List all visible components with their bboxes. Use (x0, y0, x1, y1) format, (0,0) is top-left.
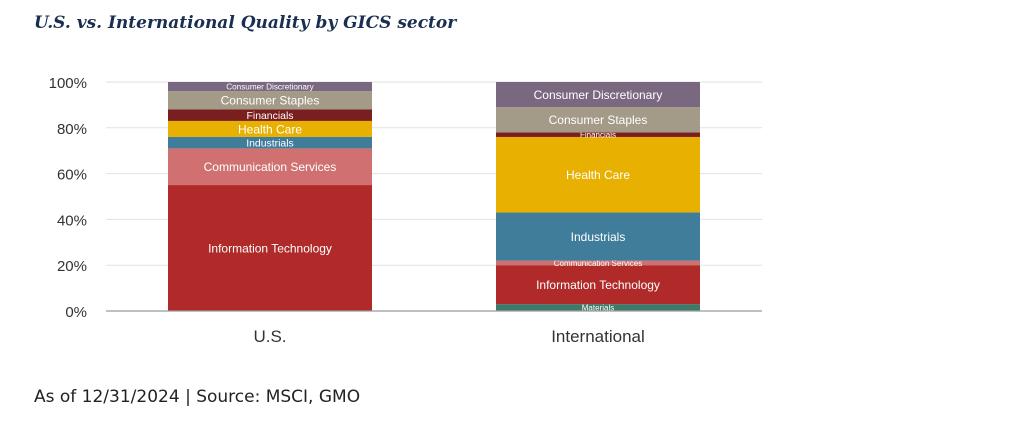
bar-segment (168, 109, 372, 121)
x-category-label: U.S. (253, 327, 286, 346)
segment-label: Financials (247, 111, 294, 122)
chart-area: 0% 20% 40% 60% 80% 100% Information Technology… (32, 60, 772, 360)
segment-label: Financials (580, 131, 616, 140)
y-tick-label: 100% (49, 75, 87, 92)
y-tick-label: 80% (57, 121, 87, 138)
y-tick-label: 20% (57, 258, 87, 275)
y-tick-label: 40% (57, 212, 87, 229)
segment-label: Health Care (566, 168, 630, 182)
segment-label: Information Technology (208, 241, 332, 255)
bar-segment (168, 120, 372, 137)
bar-segment (496, 82, 700, 108)
bar-segment (168, 148, 372, 186)
bar-segment (168, 136, 372, 149)
bar-segment (496, 260, 700, 266)
bar-segment (496, 304, 700, 311)
segment-label: Industrials (571, 230, 626, 244)
bar-segment (168, 91, 372, 110)
segment-label: Communication Services (554, 259, 642, 268)
bar-segment (168, 82, 372, 92)
bar-segment (496, 132, 700, 137)
segment-label: Consumer Discretionary (226, 83, 314, 92)
stacked-bar-chart: 0% 20% 40% 60% 80% 100% Information Technology… (49, 68, 762, 346)
bar-segment (496, 212, 700, 261)
segment-label: Consumer Staples (549, 113, 648, 127)
segment-label: Consumer Staples (221, 94, 320, 108)
segment-label: Consumer Discretionary (534, 88, 663, 102)
y-tick-label: 60% (57, 167, 87, 184)
x-category-label: International (551, 327, 645, 346)
segment-label: Industrials (246, 138, 294, 149)
bar-segment (168, 185, 372, 311)
chart-title: U.S. vs. International Quality by GICS s… (34, 13, 457, 33)
bar-segment (496, 136, 700, 213)
source-note: As of 12/31/2024 | Source: MSCI, GMO (34, 387, 361, 407)
segment-label: Health Care (238, 122, 302, 136)
y-tick-label: 0% (65, 304, 87, 321)
bar-segment (496, 265, 700, 305)
bar-segment (496, 107, 700, 133)
segment-label: Communication Services (204, 160, 337, 174)
segment-label: Information Technology (536, 278, 660, 292)
segment-label: Materials (582, 303, 614, 312)
